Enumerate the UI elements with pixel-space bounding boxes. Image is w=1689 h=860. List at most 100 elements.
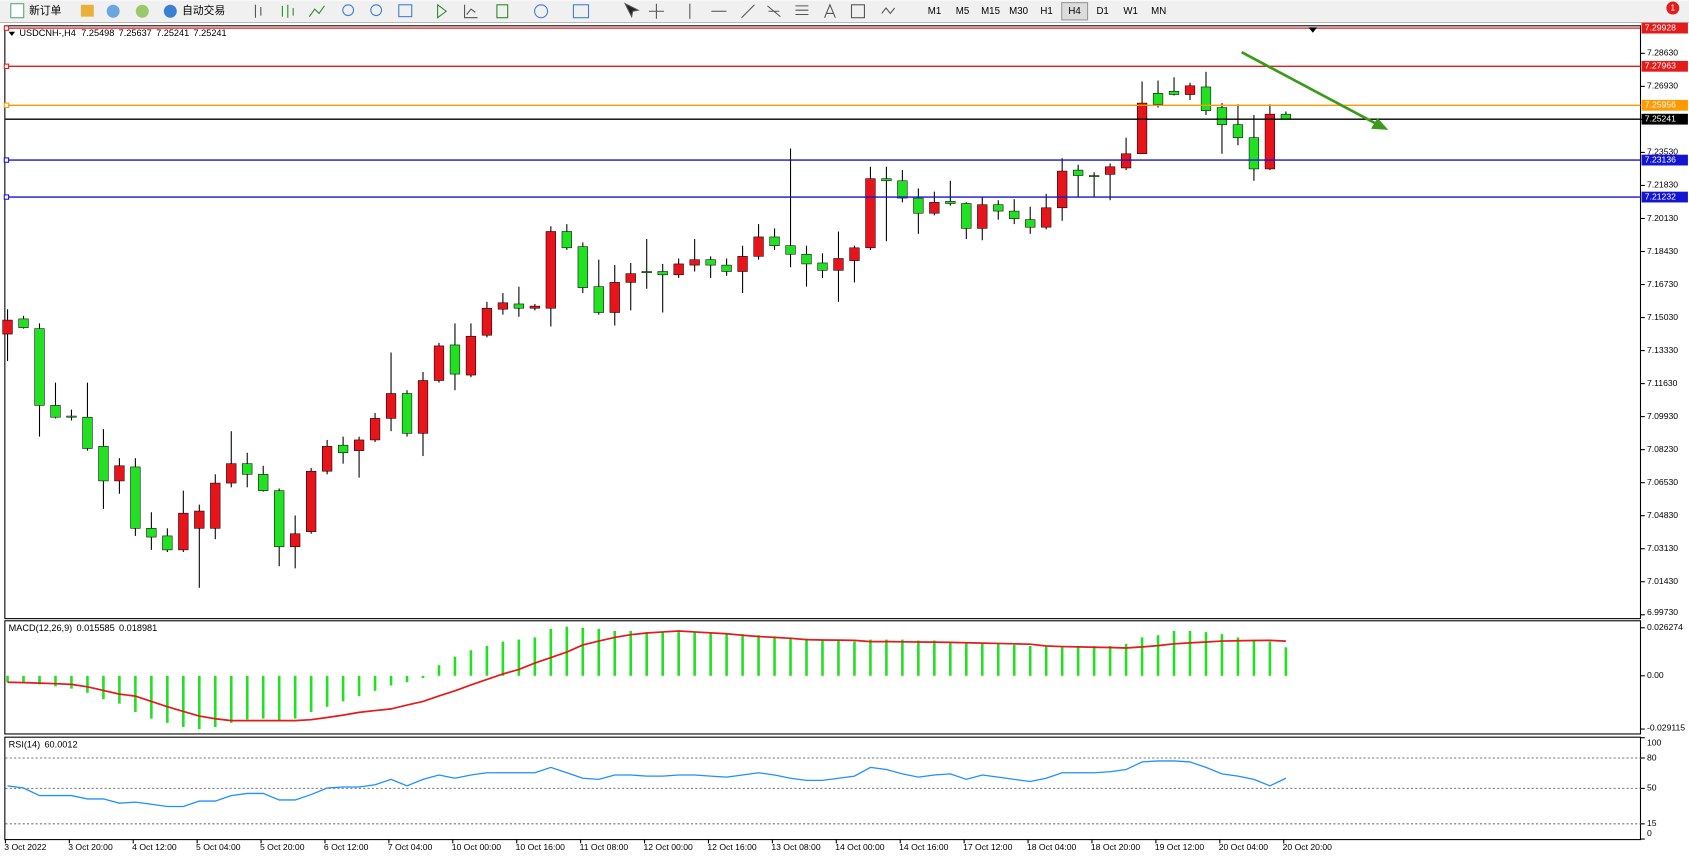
macd-title: MACD(12,26,9) [9,623,73,633]
candle-body [337,444,349,454]
tool-icon[interactable] [437,3,448,19]
candle [433,342,445,383]
macd-bar [213,675,217,728]
collapse-marker [8,31,16,37]
macd-bar [118,675,121,704]
candle [961,202,972,240]
macd-bar [661,632,664,676]
timeframe-button[interactable]: H1 [1040,6,1052,17]
macd-bar [757,635,760,676]
level-handle[interactable] [3,63,10,69]
timeframe-label: W1 [1123,6,1138,17]
x-tick-label: 3 Oct 20:00 [68,842,113,852]
timeframe-button[interactable]: H4 [1061,2,1089,21]
y-tick-label: 7.01430 [1647,576,1678,586]
tool-icon[interactable] [342,4,355,17]
tool-icon[interactable] [795,5,809,16]
candle-body [625,273,636,283]
price-level-tag [1641,191,1688,203]
tool-icon[interactable] [308,5,325,17]
candle [194,504,205,588]
tool-icon[interactable] [623,2,640,19]
level-handle[interactable] [3,102,10,108]
candle [1136,81,1148,155]
tool-icon[interactable] [135,4,149,18]
candle-body [50,405,61,418]
candle [753,224,764,260]
macd-bar [1124,643,1128,676]
timeframe-button[interactable]: M5 [956,6,969,17]
candle-body [2,319,13,335]
x-tick-label: 18 Oct 20:00 [1091,842,1141,852]
open-value: 7.25498 [81,28,114,38]
macd-bar [693,632,696,676]
tool-icon[interactable] [850,4,865,19]
candle [34,323,45,437]
candle-body [609,282,620,313]
timeframe-button[interactable]: D1 [1096,6,1108,17]
candle [481,301,493,338]
tool-icon[interactable] [572,4,590,19]
tool-icon[interactable] [281,4,294,18]
tool-icon[interactable] [106,4,120,18]
candle-body [801,253,812,265]
trend-arrow[interactable] [1241,51,1389,130]
level-handle[interactable] [3,25,10,31]
x-tick-label: 11 Oct 08:00 [580,842,629,852]
timeframe-button[interactable]: M1 [928,6,941,17]
candle [945,180,956,206]
tool-icon[interactable] [254,4,262,18]
y-tick-label: 0 [1647,828,1652,838]
notification-count: 1 [1670,2,1675,12]
level-handle[interactable] [3,157,10,163]
tool-icon[interactable] [767,5,781,18]
macd-bar [421,675,425,679]
new-order-button[interactable]: 新订单 [10,3,62,19]
level-handle[interactable] [3,194,10,200]
tool-icon[interactable] [80,4,94,17]
timeframe-button[interactable]: M15 [981,6,1000,17]
candle-body [833,258,844,271]
y-tick-label: 7.09930 [1647,411,1678,421]
candle [1168,77,1180,96]
macd-bar [134,675,137,713]
x-tick-label: 12 Oct 00:00 [643,842,693,852]
timeframe-button[interactable]: W1 [1123,6,1138,17]
macd-bar [1188,631,1192,676]
y-tick-label: 7.11630 [1647,378,1678,388]
macd-bar [597,628,601,676]
candle [1041,193,1052,230]
tool-icon[interactable] [464,4,478,19]
candle-body [673,263,684,276]
candle [977,197,988,241]
candle-body [497,302,509,310]
candle-body [785,245,796,255]
x-tick-label: 20 Oct 20:00 [1283,842,1333,852]
timeframe-button[interactable]: MN [1151,6,1166,17]
rsi-title: RSI(14) [9,740,41,750]
candle [785,148,796,268]
candle-body [1136,102,1148,155]
x-tick-label: 19 Oct 12:00 [1155,842,1205,852]
tool-icon[interactable] [370,4,383,17]
candle [146,512,157,550]
candle [545,226,556,327]
price-level-tag [1641,60,1688,72]
tool-icon[interactable] [881,7,896,15]
tool-icon[interactable] [648,3,664,19]
auto-trading-button[interactable]: 自动交易 [163,4,225,18]
candle-body [1025,219,1036,228]
macd-bar [949,641,952,676]
tool-icon[interactable] [534,4,549,19]
tool-icon[interactable] [741,4,755,19]
low-value: 7.25241 [156,28,189,38]
candle [226,431,237,488]
tool-icon[interactable] [398,4,413,18]
timeframe-button[interactable]: M30 [1009,6,1028,17]
tool-icon[interactable] [496,4,509,19]
toolbar-bg [0,0,1689,23]
macd-signal-value: 0.018981 [119,623,157,633]
macd-bar [293,675,297,719]
tool-icon[interactable] [824,3,836,18]
notification-badge[interactable] [1666,1,1680,15]
